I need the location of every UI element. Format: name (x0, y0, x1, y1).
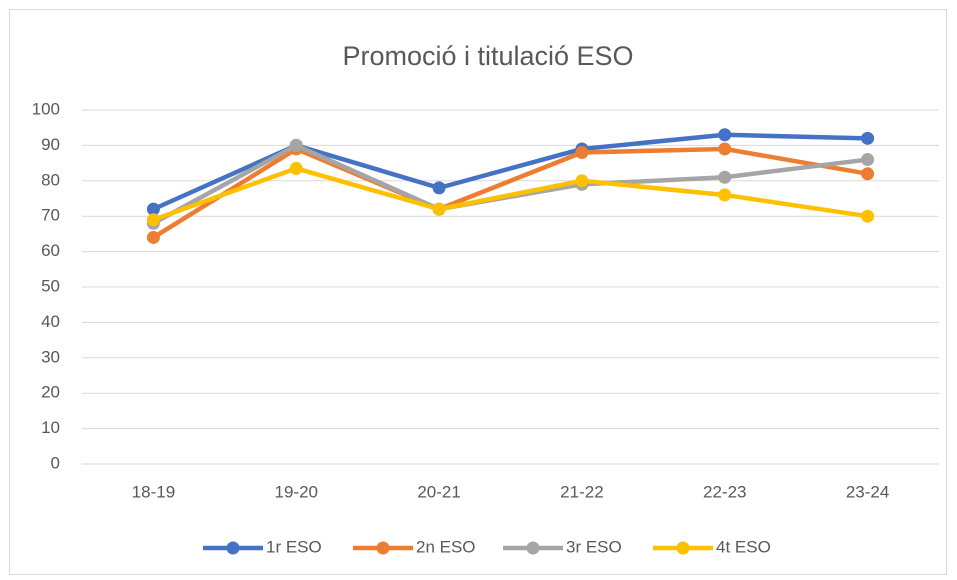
marker (575, 174, 589, 188)
marker (146, 213, 160, 227)
legend-label: 2n ESO (416, 537, 476, 556)
marker (718, 170, 732, 184)
y-tick-label: 10 (41, 418, 60, 437)
y-tick-label: 20 (41, 383, 60, 402)
legend-marker (226, 541, 240, 555)
x-tick-label: 20-21 (417, 482, 460, 501)
y-tick-label: 0 (51, 453, 60, 472)
legend-marker (676, 541, 690, 555)
y-tick-label: 90 (41, 135, 60, 154)
legend-label: 1r ESO (266, 537, 322, 556)
x-tick-label: 18-19 (132, 482, 175, 501)
series-line (152, 166, 868, 222)
marker (146, 230, 160, 244)
marker (146, 202, 160, 216)
marker (861, 167, 875, 181)
marker (432, 202, 446, 216)
marker (861, 209, 875, 223)
x-tick-label: 19-20 (275, 482, 318, 501)
marker (718, 128, 732, 142)
y-tick-label: 30 (41, 347, 60, 366)
x-tick-label: 22-23 (703, 482, 746, 501)
y-tick-label: 50 (41, 276, 60, 295)
legend-label: 3r ESO (566, 537, 622, 556)
marker (861, 131, 875, 145)
y-tick-label: 40 (41, 312, 60, 331)
y-tick-label: 100 (32, 99, 60, 118)
x-tick-label: 21-22 (560, 482, 603, 501)
series-line (152, 146, 868, 240)
marker (432, 181, 446, 195)
marker (289, 161, 303, 175)
marker (861, 153, 875, 167)
chart-title: Promoció i titulació ESO (342, 41, 633, 71)
legend-marker (376, 541, 390, 555)
y-tick-label: 80 (41, 170, 60, 189)
marker (718, 142, 732, 156)
chart-border (9, 9, 947, 575)
marker (575, 145, 589, 159)
y-tick-label: 70 (41, 206, 60, 225)
marker (289, 138, 303, 152)
y-tick-label: 60 (41, 241, 60, 260)
x-tick-label: 23-24 (846, 482, 889, 501)
legend-label: 4t ESO (716, 537, 771, 556)
marker (718, 188, 732, 202)
legend-marker (526, 541, 540, 555)
